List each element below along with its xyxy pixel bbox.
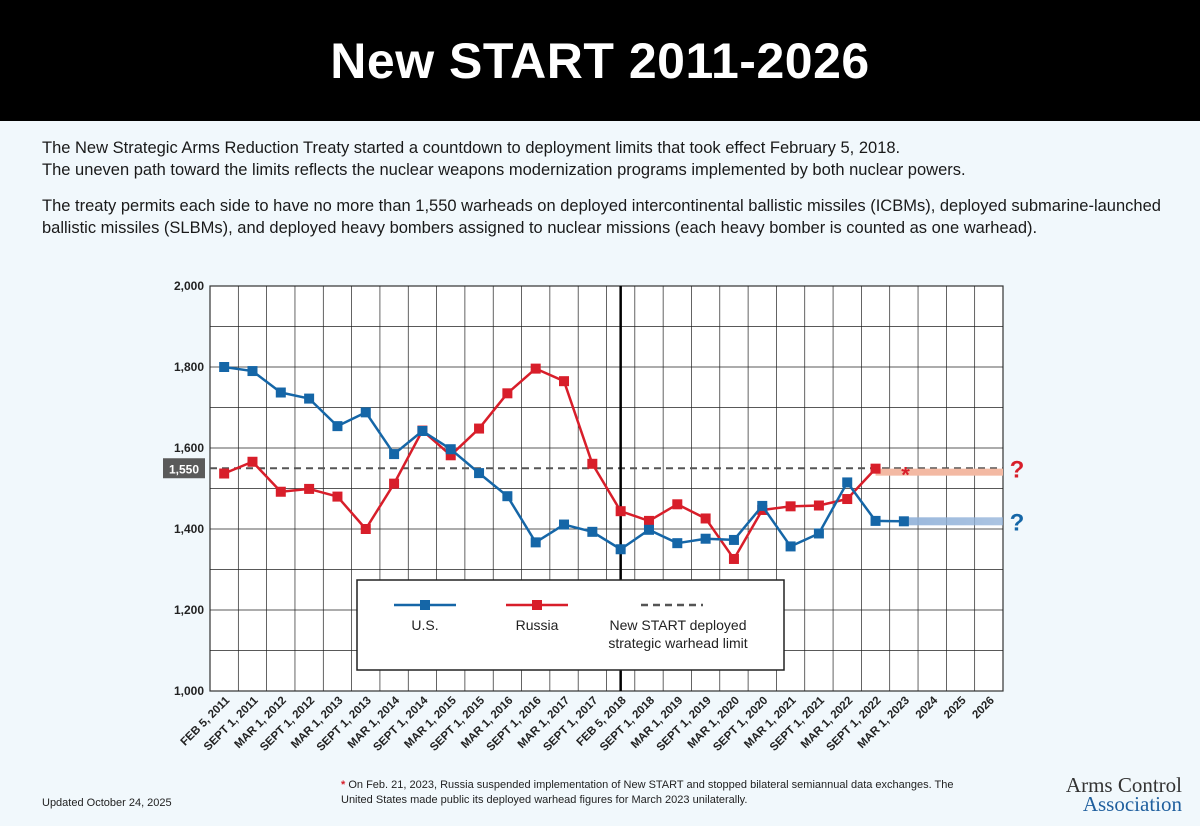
page-title: New START 2011-2026 <box>330 32 870 89</box>
y-tick-label: 2,000 <box>174 279 204 293</box>
us-point <box>502 491 513 502</box>
x-tick-label: MAR 1, 2023 <box>856 695 912 751</box>
russia-point <box>445 450 456 461</box>
x-tick-label: 2024 <box>914 694 941 721</box>
us-point <box>842 477 853 488</box>
us-point <box>389 449 400 460</box>
russia-point <box>870 463 881 474</box>
russia-point <box>332 491 343 502</box>
russia-point <box>615 506 626 517</box>
updated-date: Updated October 24, 2025 <box>42 797 172 809</box>
russia-point <box>474 423 485 434</box>
us-point <box>587 526 598 537</box>
legend-us-label: U.S. <box>411 617 438 633</box>
russia-point <box>672 499 683 510</box>
logo-line-2: Association <box>1082 792 1182 816</box>
legend-us-marker <box>420 600 430 610</box>
us-point <box>219 362 230 372</box>
y-tick-label: 1,400 <box>174 522 204 536</box>
legend-limit-label-line: strategic warhead limit <box>608 635 747 651</box>
logo-line-1: Arms Control <box>1065 773 1182 797</box>
us-point <box>530 537 541 548</box>
russia-point <box>360 524 371 534</box>
y-tick-label: 1,800 <box>174 360 204 374</box>
legend-box <box>356 579 785 671</box>
us-point <box>360 407 371 418</box>
us-point <box>813 528 824 539</box>
russia-question-mark: ? <box>1010 457 1025 484</box>
legend-russia-label: Russia <box>516 617 559 633</box>
russia-point <box>530 363 541 374</box>
us-point <box>672 538 683 549</box>
us-question-mark: ? <box>1010 509 1025 536</box>
y-tick-label: 1,600 <box>174 441 204 455</box>
russia-point <box>813 500 824 511</box>
us-point <box>898 516 909 527</box>
russia-point <box>219 468 230 479</box>
us-point <box>757 500 768 511</box>
us-point <box>643 524 654 535</box>
russia-point <box>587 458 598 469</box>
legend-russia-marker <box>532 600 542 610</box>
russia-asterisk: * <box>901 463 910 488</box>
us-point <box>559 519 570 530</box>
intro-text: The New Strategic Arms Reduction Treaty … <box>42 137 1162 253</box>
intro-line-1: The New Strategic Arms Reduction Treaty … <box>42 139 901 157</box>
us-unknown-band <box>903 517 1003 526</box>
us-point <box>445 444 456 455</box>
russia-point <box>559 376 570 387</box>
us-point <box>870 515 881 526</box>
footnote: * On Feb. 21, 2023, Russia suspended imp… <box>341 778 981 808</box>
intro-paragraph-2: The treaty permits each side to have no … <box>42 197 1161 237</box>
russia-point <box>247 456 258 467</box>
russia-point <box>700 513 711 524</box>
header-banner: New START 2011-2026 <box>0 0 1200 121</box>
us-point <box>417 425 428 436</box>
footnote-asterisk: * <box>341 779 346 791</box>
y-tick-label: 1,200 <box>174 603 204 617</box>
us-point <box>785 541 796 552</box>
limit-badge <box>163 458 205 479</box>
russia-point <box>842 494 853 505</box>
us-point <box>275 387 286 398</box>
y-tick-label: 1,000 <box>174 684 204 698</box>
us-point <box>474 468 485 479</box>
x-tick-label: 2025 <box>942 694 969 721</box>
russia-point <box>389 478 400 489</box>
russia-unknown-band <box>875 468 1003 476</box>
russia-point <box>502 388 513 399</box>
us-point <box>247 366 258 377</box>
us-point <box>615 544 626 555</box>
intro-line-2: The uneven path toward the limits reflec… <box>42 161 966 179</box>
arms-control-association-logo: Arms Control Association <box>1065 773 1182 816</box>
russia-point <box>275 486 286 497</box>
russia-point <box>785 501 796 512</box>
footnote-text: On Feb. 21, 2023, Russia suspended imple… <box>341 779 954 806</box>
us-point <box>332 421 343 432</box>
x-tick-label: 2026 <box>970 695 997 722</box>
legend-limit-label-line: New START deployed <box>610 617 747 633</box>
legend-limit-label: New START deployed strategic warhead limi… <box>608 617 747 651</box>
limit-badge-label: 1,550 <box>169 462 199 476</box>
russia-point <box>728 553 739 564</box>
russia-point <box>643 515 654 526</box>
us-point <box>304 393 315 404</box>
chart-legend: U.S. Russia New START deployed strategic wa… <box>356 579 785 671</box>
us-point <box>728 534 739 545</box>
russia-point <box>304 483 315 494</box>
intro-paragraph-1: The New Strategic Arms Reduction Treaty … <box>42 137 1162 181</box>
us-point <box>700 533 711 544</box>
